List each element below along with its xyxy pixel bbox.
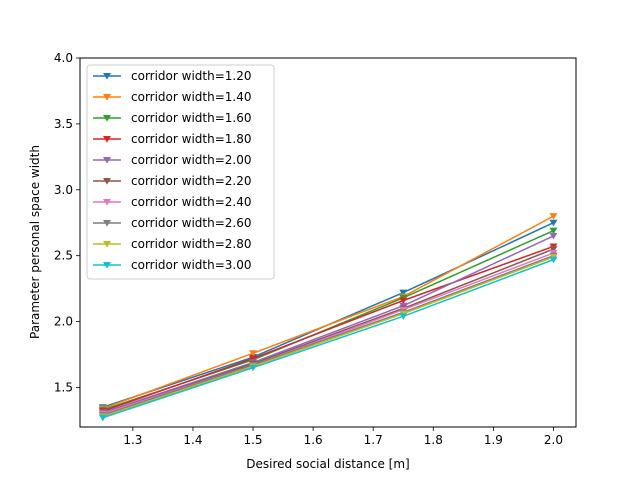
axes-frame — [79, 57, 577, 428]
legend-label: corridor width=1.60 — [131, 111, 252, 125]
legend-marker — [103, 94, 111, 101]
legend-entry: corridor width=2.20 — [93, 174, 252, 188]
data-point — [549, 232, 558, 240]
legend-label: corridor width=3.00 — [131, 258, 252, 272]
series-line — [102, 256, 554, 418]
series-10 — [98, 256, 558, 422]
x-tick-label: 1.7 — [364, 433, 383, 447]
data-point — [249, 364, 258, 372]
legend-marker — [103, 241, 111, 248]
series-line — [102, 258, 554, 419]
y-tick-label: 1.5 — [54, 380, 73, 394]
data-point — [399, 289, 408, 297]
legend-box — [86, 64, 275, 280]
legend-label: corridor width=2.80 — [131, 237, 252, 251]
data-point — [549, 256, 558, 264]
legend-entry: corridor width=2.00 — [93, 153, 252, 167]
legend-marker — [103, 199, 111, 206]
x-tick-label: 1.9 — [484, 433, 503, 447]
legend-label: corridor width=2.60 — [131, 216, 252, 230]
legend-marker — [103, 157, 111, 164]
y-axis-ticks: 1.5 2.0 2.5 3.0 3.5 4.0 — [54, 51, 80, 394]
x-tick-label: 1.8 — [424, 433, 443, 447]
legend-entry: corridor width=1.40 — [93, 90, 252, 104]
axes-border — [79, 57, 577, 428]
data-point — [98, 414, 107, 422]
legend: corridor width=1.20 corridor width=1.40 co… — [86, 64, 275, 280]
legend-entry: corridor width=1.60 — [93, 111, 252, 125]
y-tick-label: 4.0 — [54, 51, 73, 65]
y-axis-label: Parameter personal space width — [28, 145, 42, 339]
legend-entry: corridor width=1.20 — [93, 69, 252, 83]
data-point — [549, 227, 558, 235]
legend-marker — [103, 115, 111, 122]
legend-marker — [103, 178, 111, 185]
data-point — [549, 219, 558, 227]
x-tick-label: 1.3 — [123, 433, 142, 447]
x-axis-ticks: 1.3 1.4 1.5 1.6 1.7 1.8 1.9 2.0 — [123, 427, 563, 447]
legend-label: corridor width=2.40 — [131, 195, 252, 209]
legend-entry: corridor width=2.40 — [93, 195, 252, 209]
series-line — [102, 215, 554, 410]
legend-entry: corridor width=2.80 — [93, 237, 252, 251]
legend-marker — [103, 73, 111, 80]
legend-label: corridor width=2.20 — [131, 174, 252, 188]
legend-entry: corridor width=3.00 — [93, 258, 252, 272]
legend-label: corridor width=1.20 — [131, 69, 252, 83]
legend-label: corridor width=1.40 — [131, 90, 252, 104]
data-point — [249, 355, 258, 363]
x-tick-label: 1.4 — [183, 433, 202, 447]
legend-label: corridor width=2.00 — [131, 153, 252, 167]
data-point — [249, 350, 258, 357]
legend-entry: corridor width=2.60 — [93, 216, 252, 230]
legend-marker — [103, 262, 111, 269]
data-point — [399, 297, 408, 305]
data-point — [549, 213, 558, 220]
x-tick-label: 1.6 — [304, 433, 323, 447]
y-tick-label: 2.0 — [54, 315, 73, 329]
series-layer — [98, 213, 558, 422]
data-point — [549, 246, 558, 253]
x-tick-label: 2.0 — [544, 433, 563, 447]
legend-entry: corridor width=1.80 — [93, 132, 252, 146]
x-tick-label: 1.5 — [243, 433, 262, 447]
y-tick-label: 3.0 — [54, 183, 73, 197]
series-line — [102, 235, 554, 414]
legend-marker — [103, 220, 111, 227]
series-line — [102, 254, 554, 416]
y-tick-label: 3.5 — [54, 117, 73, 131]
y-tick-label: 2.5 — [54, 249, 73, 263]
legend-marker — [103, 136, 111, 143]
x-axis-label: Desired social distance [m] — [246, 457, 409, 471]
legend-label: corridor width=1.80 — [131, 132, 252, 146]
series-line — [102, 245, 554, 412]
data-point — [399, 313, 408, 320]
